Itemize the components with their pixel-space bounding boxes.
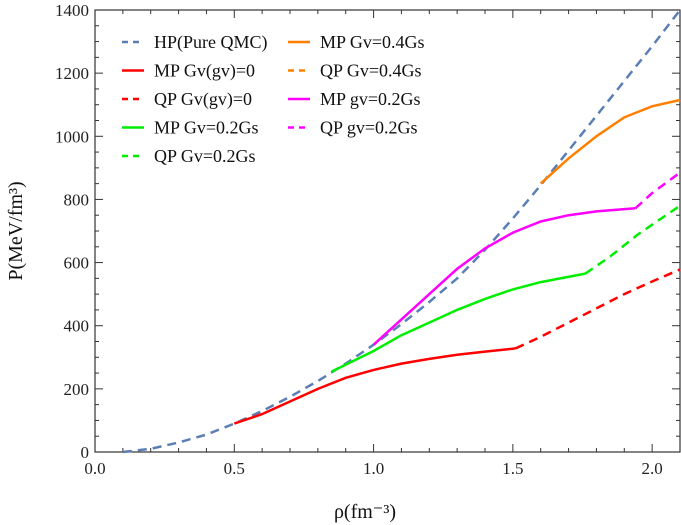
legend-label: MP gv=0.2Gs xyxy=(320,89,421,109)
series-line-mp-gv-0-4gs xyxy=(539,98,681,185)
y-axis-label: P(MeV/fm³) xyxy=(5,181,27,280)
x-axis-label: ρ(fm⁻³) xyxy=(334,501,396,523)
series-line-mp-gv-0-2gs xyxy=(331,272,586,373)
x-tick-label: 2.0 xyxy=(642,459,663,478)
legend-label: HP(Pure QMC) xyxy=(154,32,268,53)
y-tick-label: 1400 xyxy=(55,1,89,20)
y-tick-label: 800 xyxy=(64,190,90,209)
legend-label: QP Gv=0.2Gs xyxy=(154,146,256,166)
legend-label: QP Gv(gv)=0 xyxy=(154,89,252,110)
series-line-qp-gv-0-2gs xyxy=(634,171,681,210)
legend-label: QP Gv=0.4Gs xyxy=(320,61,422,81)
series-line-qp-gv-gv-0 xyxy=(515,268,681,350)
series-line-qp-gv-0-2gs xyxy=(584,204,681,275)
y-tick-label: 200 xyxy=(64,380,90,399)
y-tick-label: 600 xyxy=(64,254,90,273)
x-tick-label: 0.5 xyxy=(224,459,245,478)
legend-label: MP Gv=0.2Gs xyxy=(154,118,259,138)
series-line-mp-gv-0-2gs xyxy=(372,207,636,346)
legend-label: QP gv=0.2Gs xyxy=(320,118,418,138)
legend-label: MP Gv=0.4Gs xyxy=(320,32,425,52)
y-tick-label: 400 xyxy=(64,317,90,336)
series-line-mp-gv-gv-0 xyxy=(233,347,516,425)
x-tick-label: 1.5 xyxy=(502,459,523,478)
y-tick-label: 1000 xyxy=(55,127,89,146)
y-tick-label: 0 xyxy=(81,443,90,462)
legend-label: MP Gv(gv)=0 xyxy=(154,61,255,82)
y-tick-label: 1200 xyxy=(55,64,89,83)
series-line-hp-pure-qmc- xyxy=(122,9,681,454)
x-tick-label: 1.0 xyxy=(363,459,384,478)
x-tick-label: 0.0 xyxy=(84,459,105,478)
